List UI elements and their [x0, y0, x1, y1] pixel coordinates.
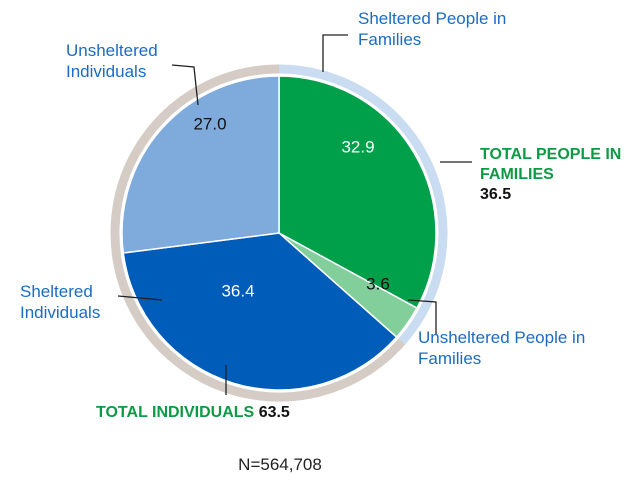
category-label: Unsheltered Individuals	[66, 41, 158, 81]
pie-slice	[121, 75, 280, 254]
group-name: TOTAL INDIVIDUALS	[96, 404, 255, 421]
group-value: 63.5	[258, 404, 290, 421]
group-label: TOTAL INDIVIDUALS 63.5	[96, 403, 396, 423]
group-ring	[110, 64, 406, 402]
leader-line	[171, 64, 199, 106]
value-label: 32.9	[341, 137, 374, 156]
value-label: 36.4	[221, 281, 254, 300]
category-label: Unsheltered People in Families	[418, 328, 586, 368]
value-label: 27.0	[193, 114, 226, 133]
pie-slice	[278, 75, 437, 310]
footnote: N=564,708	[238, 455, 322, 474]
value-label: 3.6	[366, 274, 390, 293]
leader-line	[322, 34, 348, 72]
group-value: 36.5	[480, 186, 512, 203]
category-label: Sheltered Individuals	[20, 282, 101, 322]
leader-line	[117, 295, 163, 301]
leader-line	[407, 299, 437, 334]
group-name: TOTAL PEOPLE IN FAMILIES	[480, 146, 622, 183]
group-label: TOTAL PEOPLE IN FAMILIES 36.5	[480, 145, 630, 205]
category-label: Sheltered People in Families	[358, 9, 507, 49]
group-ring	[278, 64, 448, 345]
